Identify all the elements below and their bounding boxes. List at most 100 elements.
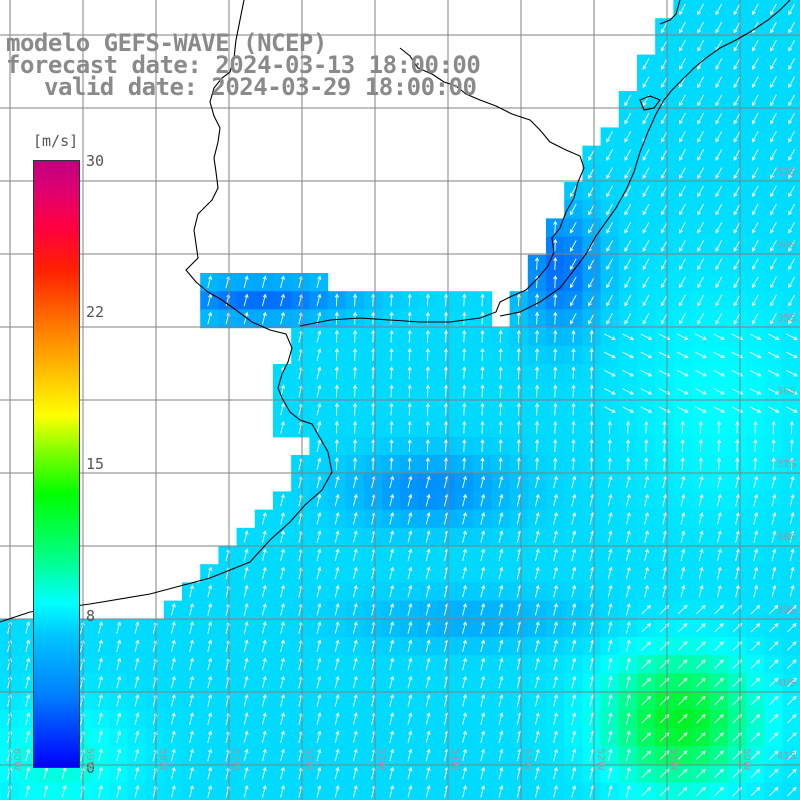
wind-arrow <box>462 712 467 725</box>
wind-arrow <box>750 750 761 760</box>
wind-arrow <box>407 603 413 616</box>
wind-arrow <box>353 420 358 434</box>
wind-arrow <box>535 384 540 398</box>
wind-arrow <box>480 457 485 471</box>
wind-arrow <box>371 347 376 361</box>
wind-arrow <box>569 203 577 216</box>
wind-arrow <box>535 366 540 380</box>
wind-arrow <box>553 621 558 634</box>
wind-arrow <box>641 641 652 651</box>
wind-arrow <box>280 748 285 762</box>
wind-arrow <box>604 351 616 359</box>
wind-arrow <box>353 366 358 380</box>
wind-arrow <box>534 712 540 725</box>
wind-arrow <box>261 603 267 616</box>
wind-arrow <box>243 548 249 562</box>
wind-arrow <box>588 167 595 180</box>
wind-arrow <box>553 366 558 380</box>
wind-arrow <box>625 621 631 634</box>
wind-arrow <box>553 293 558 307</box>
wind-arrow <box>771 530 777 543</box>
wind-arrow <box>534 657 540 671</box>
wind-arrow <box>788 240 795 252</box>
wind-arrow <box>696 732 706 742</box>
wind-arrow <box>462 402 467 416</box>
wind-arrow <box>733 240 741 252</box>
wind-arrow <box>462 475 467 489</box>
wind-arrow <box>243 530 249 543</box>
wind-arrow <box>280 584 285 598</box>
wind-arrow <box>316 639 322 653</box>
wind-arrow <box>588 203 595 216</box>
wind-arrow <box>189 766 194 780</box>
wind-arrow <box>389 347 394 361</box>
wind-arrow <box>571 493 577 507</box>
wind-arrow <box>407 657 413 671</box>
wind-arrow <box>606 312 613 325</box>
wind-arrow <box>444 457 449 471</box>
wind-arrow <box>389 420 394 434</box>
wind-arrow <box>642 149 650 161</box>
title-line-model: modelo GEFS-WAVE (NCEP) <box>6 29 327 57</box>
wind-arrow <box>607 785 613 798</box>
wind-arrow <box>334 621 340 634</box>
wind-arrow <box>534 675 540 689</box>
wind-arrow <box>789 548 795 562</box>
wind-arrow <box>352 639 358 653</box>
wind-arrow <box>280 548 285 562</box>
wind-arrow <box>625 493 631 507</box>
wind-arrow <box>553 694 558 707</box>
wind-arrow <box>768 604 779 615</box>
wind-arrow <box>660 21 668 34</box>
wind-arrow <box>571 420 576 434</box>
wind-arrow <box>389 639 395 653</box>
wind-arrow <box>604 369 616 377</box>
wind-arrow <box>751 276 759 289</box>
wind-arrow <box>733 203 741 216</box>
wind-arrow <box>553 238 558 252</box>
wind-arrow <box>644 566 649 580</box>
wind-arrow <box>788 203 795 216</box>
wind-arrow <box>498 639 504 653</box>
wind-arrow <box>624 112 632 125</box>
wind-arrow <box>695 369 707 377</box>
wind-arrow <box>698 493 704 507</box>
wind-arrow <box>569 185 577 198</box>
wind-arrow <box>25 748 31 762</box>
wind-arrow <box>334 639 340 653</box>
wind-arrow <box>407 347 412 361</box>
wind-arrow <box>425 603 431 616</box>
wind-arrow <box>462 694 467 707</box>
wind-arrow <box>280 766 285 780</box>
wind-arrow <box>553 548 558 562</box>
wind-arrow <box>753 457 758 471</box>
wind-arrow <box>751 39 759 52</box>
wind-arrow <box>787 623 797 633</box>
wind-arrow <box>353 293 358 307</box>
wind-arrow <box>280 712 285 725</box>
wind-arrow <box>316 621 322 634</box>
wind-arrow <box>607 657 613 671</box>
wind-arrow <box>571 329 576 343</box>
wind-arrow <box>516 329 521 343</box>
wind-arrow <box>569 240 577 252</box>
wind-arrow <box>715 112 723 125</box>
wind-arrow <box>607 766 613 780</box>
wind-arrow <box>715 3 723 16</box>
wind-arrow <box>207 657 213 671</box>
wind-arrow <box>480 311 485 325</box>
wind-arrow <box>425 548 431 562</box>
wind-arrow <box>770 276 777 289</box>
wind-arrow <box>695 351 707 359</box>
lat-label: 36S <box>776 386 796 397</box>
wind-arrow <box>751 112 759 125</box>
wind-arrow <box>535 457 540 471</box>
wind-arrow <box>753 584 759 598</box>
wind-arrow <box>787 695 797 706</box>
wind-arrow <box>786 369 798 377</box>
wind-arrow <box>607 566 613 580</box>
wind-arrow <box>352 748 358 762</box>
wind-arrow <box>787 641 797 651</box>
wind-arrow <box>660 76 668 89</box>
wind-arrow <box>480 493 486 507</box>
